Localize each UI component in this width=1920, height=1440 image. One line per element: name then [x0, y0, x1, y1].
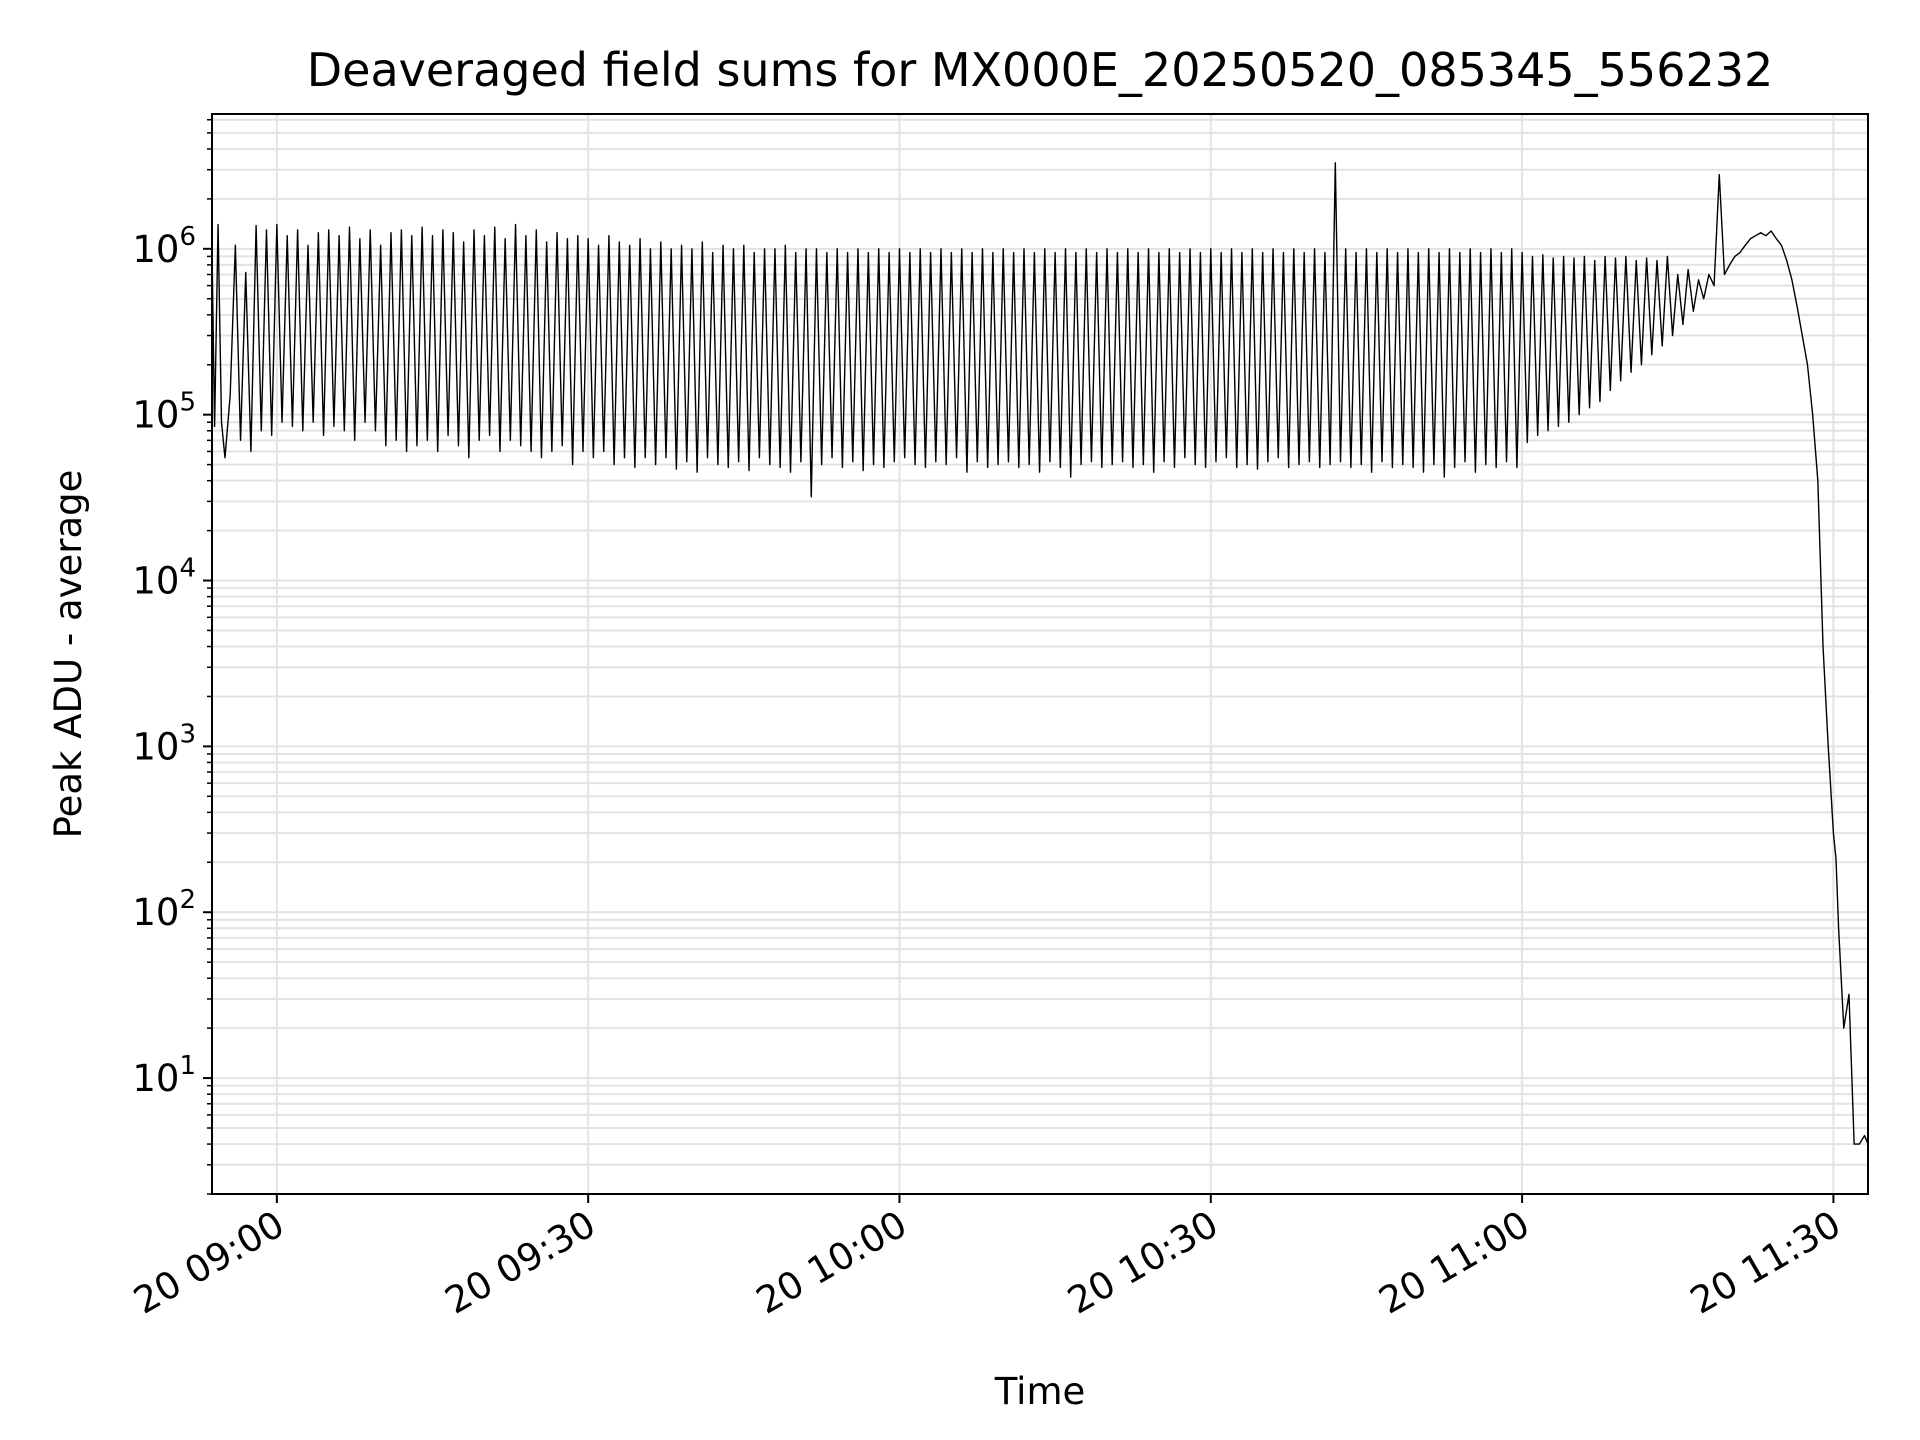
y-tick-label: 105	[132, 388, 196, 437]
y-tick-label: 104	[132, 554, 196, 603]
x-axis-label: Time	[994, 1370, 1086, 1413]
y-tick-label: 103	[132, 719, 196, 768]
y-tick-label: 101	[132, 1051, 196, 1100]
grid-layer	[212, 114, 1868, 1195]
series-line	[211, 162, 1869, 1145]
chart-title: Deaveraged field sums for MX000E_2025052…	[307, 43, 1774, 97]
y-axis-label: Peak ADU - average	[47, 470, 90, 839]
series-layer	[211, 162, 1869, 1145]
plot-frame	[211, 113, 1869, 1195]
y-tick-label: 106	[132, 222, 196, 271]
y-tick-label: 102	[132, 885, 196, 934]
